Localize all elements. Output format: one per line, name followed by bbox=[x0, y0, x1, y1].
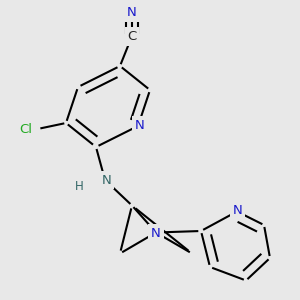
Text: C: C bbox=[128, 30, 136, 43]
Text: N: N bbox=[102, 173, 111, 187]
Text: H: H bbox=[75, 179, 84, 193]
Text: N: N bbox=[127, 6, 137, 19]
Text: Cl: Cl bbox=[19, 122, 32, 136]
Text: N: N bbox=[135, 119, 144, 132]
Text: N: N bbox=[233, 204, 242, 218]
Text: N: N bbox=[151, 227, 161, 240]
